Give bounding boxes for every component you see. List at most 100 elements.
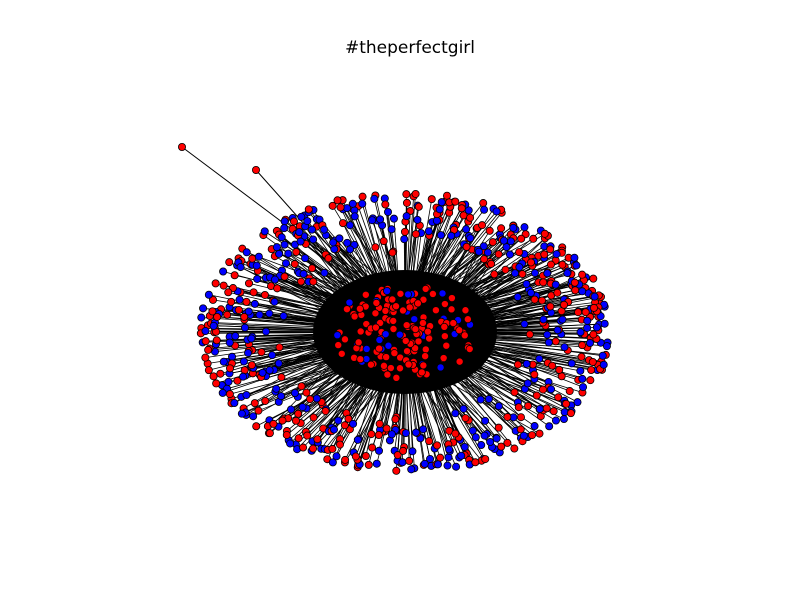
- node: [523, 379, 532, 388]
- node: [230, 271, 239, 280]
- node: [540, 250, 549, 259]
- node: [592, 323, 601, 332]
- node: [395, 330, 404, 339]
- node: [559, 415, 568, 424]
- node: [433, 460, 442, 469]
- node: [254, 406, 263, 415]
- node: [244, 348, 253, 357]
- node: [570, 253, 579, 262]
- node: [413, 299, 422, 308]
- node: [570, 278, 579, 287]
- node: [436, 363, 445, 372]
- node: [272, 243, 281, 252]
- node: [237, 409, 246, 418]
- node: [442, 191, 451, 200]
- node: [428, 289, 437, 298]
- node: [544, 338, 553, 347]
- node: [209, 321, 218, 330]
- network-nodes: [177, 142, 612, 475]
- node: [250, 299, 259, 308]
- node: [219, 281, 228, 290]
- node: [272, 384, 281, 393]
- node: [313, 435, 322, 444]
- node: [379, 237, 388, 246]
- node: [343, 238, 352, 247]
- node: [389, 324, 398, 333]
- node: [461, 414, 470, 423]
- node: [389, 316, 398, 325]
- node: [308, 225, 317, 234]
- node: [600, 319, 609, 328]
- node: [432, 216, 441, 225]
- node: [301, 254, 310, 263]
- node: [274, 359, 283, 368]
- node: [455, 357, 464, 366]
- node: [466, 213, 475, 222]
- node: [419, 295, 428, 304]
- node: [268, 351, 277, 360]
- node: [451, 197, 460, 206]
- node: [483, 248, 492, 257]
- edge: [407, 193, 417, 285]
- node: [411, 325, 420, 334]
- node: [471, 433, 480, 442]
- node: [204, 366, 213, 375]
- node: [244, 307, 253, 316]
- node: [461, 306, 470, 315]
- node: [282, 430, 291, 439]
- node: [515, 248, 524, 257]
- node: [231, 332, 240, 341]
- node: [410, 315, 419, 324]
- node: [424, 227, 433, 236]
- edge: [476, 274, 583, 322]
- node: [516, 413, 525, 422]
- node: [479, 242, 488, 251]
- node: [382, 353, 391, 362]
- node: [260, 227, 269, 236]
- outlier-edge: [181, 146, 291, 229]
- node: [350, 312, 359, 321]
- node: [417, 368, 426, 377]
- node: [309, 277, 318, 286]
- node: [393, 451, 402, 460]
- node: [462, 242, 471, 251]
- node: [505, 250, 514, 259]
- node: [219, 267, 228, 276]
- node: [275, 343, 284, 352]
- node: [539, 315, 548, 324]
- node: [577, 352, 586, 361]
- node: [368, 216, 377, 225]
- node: [297, 382, 306, 391]
- node: [435, 205, 444, 214]
- node: [503, 438, 512, 447]
- node: [381, 306, 390, 315]
- node: [254, 252, 263, 261]
- node: [247, 361, 256, 370]
- node: [398, 458, 407, 467]
- node: [353, 435, 362, 444]
- node: [370, 194, 379, 203]
- node: [280, 240, 289, 249]
- node: [309, 413, 318, 422]
- node: [538, 296, 547, 305]
- node: [522, 279, 531, 288]
- node: [517, 234, 526, 243]
- node: [383, 286, 392, 295]
- node: [335, 234, 344, 243]
- node: [277, 392, 286, 401]
- node: [225, 390, 234, 399]
- node: [516, 425, 525, 434]
- node: [546, 302, 555, 311]
- node: [411, 428, 420, 437]
- node: [518, 270, 527, 279]
- node: [287, 405, 296, 414]
- node: [578, 341, 587, 350]
- node: [401, 336, 410, 345]
- node: [457, 204, 466, 213]
- node: [384, 341, 393, 350]
- node: [321, 407, 330, 416]
- node: [233, 376, 242, 385]
- node: [340, 335, 349, 344]
- node: [247, 334, 256, 343]
